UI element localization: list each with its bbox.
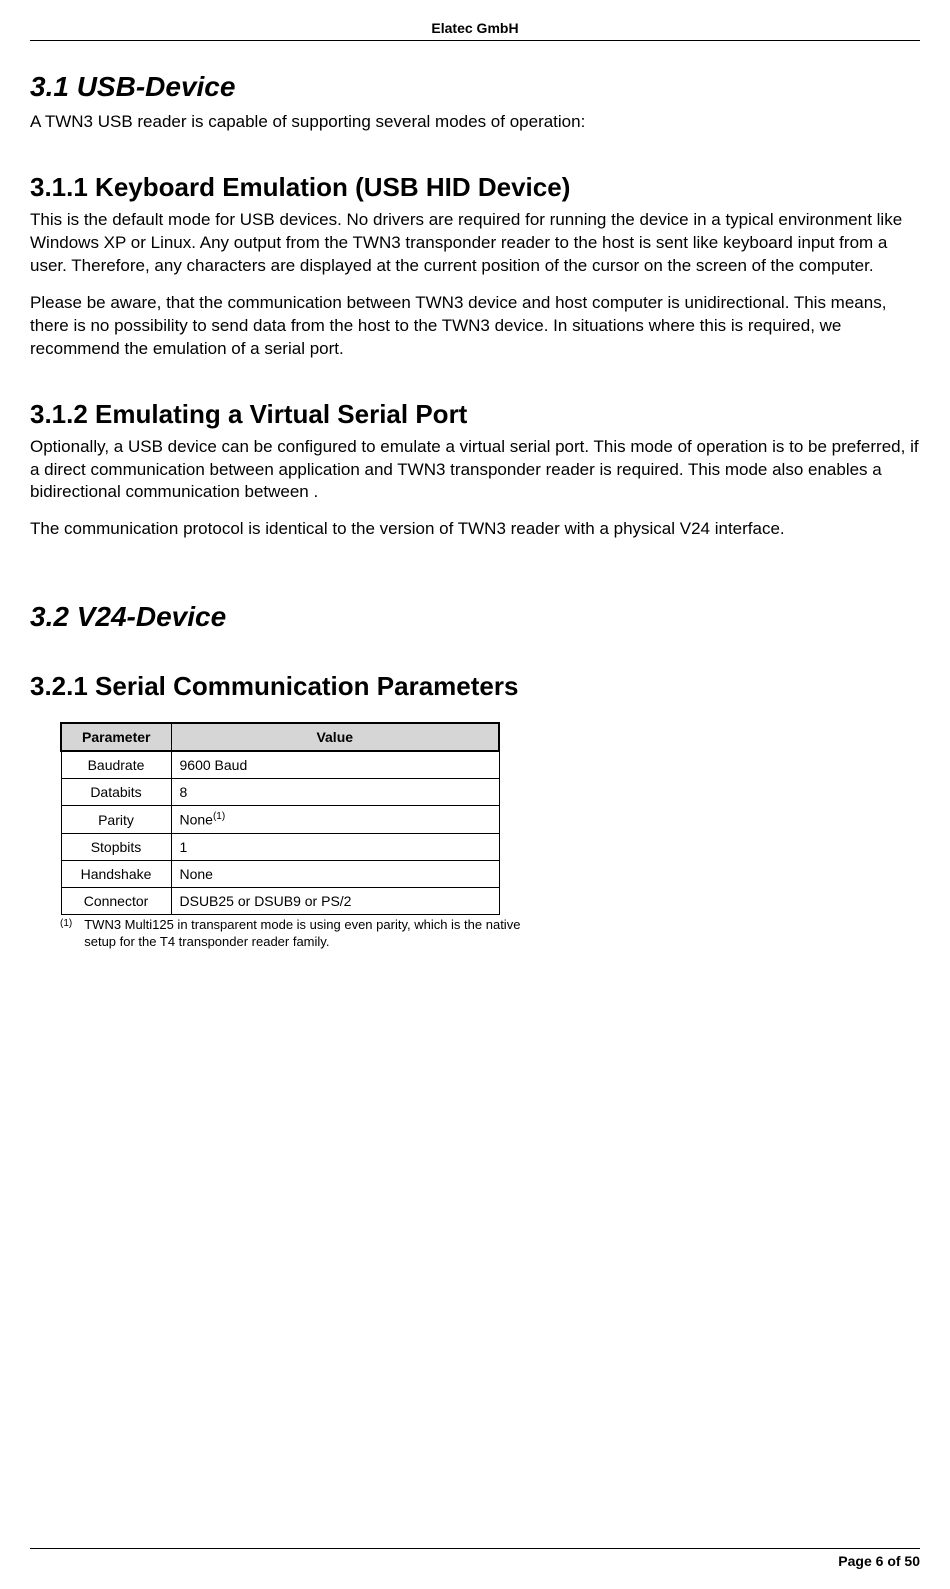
table-cell-value: 8 [171, 779, 499, 806]
heading-3-1: 3.1 USB-Device [30, 71, 920, 103]
heading-3-2-1: 3.2.1 Serial Communication Parameters [30, 671, 920, 702]
page-number: Page 6 of 50 [30, 1553, 920, 1569]
footnote-text: TWN3 Multi125 in transparent mode is usi… [84, 917, 540, 951]
table-cell-param: Baudrate [61, 751, 171, 779]
table-cell-param: Stopbits [61, 833, 171, 860]
section-3-1-2-p2: The communication protocol is identical … [30, 518, 920, 541]
footer-rule [30, 1548, 920, 1549]
superscript-note: (1) [213, 811, 225, 822]
table-row: Stopbits1 [61, 833, 499, 860]
table-row: HandshakeNone [61, 860, 499, 887]
heading-3-1-1: 3.1.1 Keyboard Emulation (USB HID Device… [30, 172, 920, 203]
header-company: Elatec GmbH [30, 20, 920, 40]
table-cell-value: 9600 Baud [171, 751, 499, 779]
serial-params-table: Parameter Value Baudrate9600 BaudDatabit… [60, 722, 500, 915]
table-header-parameter: Parameter [61, 723, 171, 751]
section-3-1-1-p1: This is the default mode for USB devices… [30, 209, 920, 278]
table-row: ParityNone(1) [61, 806, 499, 834]
table-cell-value: None(1) [171, 806, 499, 834]
page-footer: Page 6 of 50 [30, 1548, 920, 1569]
table-footnote: (1) TWN3 Multi125 in transparent mode is… [60, 917, 540, 951]
header-rule [30, 40, 920, 41]
section-3-1-intro: A TWN3 USB reader is capable of supporti… [30, 111, 920, 134]
table-cell-value: None [171, 860, 499, 887]
heading-3-1-2: 3.1.2 Emulating a Virtual Serial Port [30, 399, 920, 430]
footnote-mark: (1) [60, 917, 72, 951]
section-3-1-2-p1: Optionally, a USB device can be configur… [30, 436, 920, 505]
table-cell-param: Databits [61, 779, 171, 806]
table-cell-param: Connector [61, 887, 171, 914]
table-row: ConnectorDSUB25 or DSUB9 or PS/2 [61, 887, 499, 914]
table-cell-value: DSUB25 or DSUB9 or PS/2 [171, 887, 499, 914]
table-row: Databits8 [61, 779, 499, 806]
table-header-value: Value [171, 723, 499, 751]
table-cell-param: Handshake [61, 860, 171, 887]
table-row: Baudrate9600 Baud [61, 751, 499, 779]
table-cell-value: 1 [171, 833, 499, 860]
heading-3-2: 3.2 V24-Device [30, 601, 920, 633]
table-cell-param: Parity [61, 806, 171, 834]
section-3-1-1-p2: Please be aware, that the communication … [30, 292, 920, 361]
